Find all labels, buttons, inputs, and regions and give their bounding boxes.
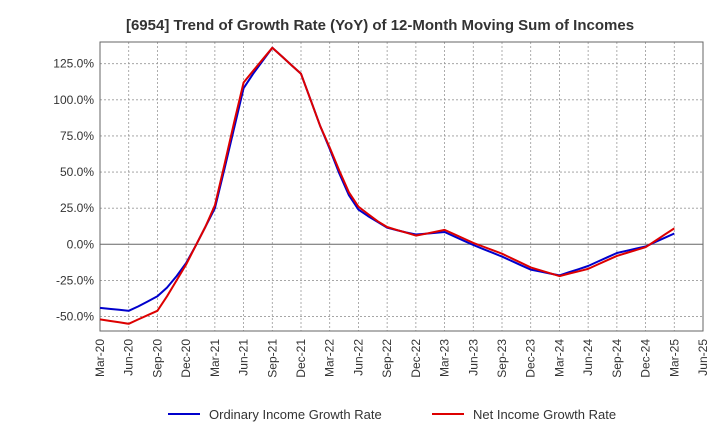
y-tick-label: 50.0% [60,165,94,179]
series-layer [99,46,675,325]
x-tick-label: Jun-22 [351,339,365,376]
series-line-net-income [99,46,675,325]
x-tick-label: Sep-24 [610,339,624,378]
y-tick-label: 25.0% [60,201,94,215]
x-tick-label: Dec-23 [524,339,538,378]
x-tick-label: Mar-21 [208,339,222,377]
x-tick-label: Jun-25 [696,339,710,376]
x-tick-label: Dec-20 [179,339,193,378]
axis-layer: Mar-20 Jun-20 Sep-20 Dec-20 Mar-21 Jun-21 Sep-… [53,41,710,378]
legend: Ordinary Income Growth Rate Net Income Gr… [168,407,616,422]
x-tick-label: Jun-20 [122,339,136,376]
x-tick-label: Dec-24 [639,339,653,378]
y-tick-label: 0.0% [67,237,95,251]
chart-title: [6954] Trend of Growth Rate (YoY) of 12-… [126,17,634,34]
x-tick-label: Dec-21 [294,339,308,378]
y-tick-label: 75.0% [60,129,94,143]
x-tick-label: Mar-23 [438,339,452,377]
y-tick-label: 125.0% [53,57,94,71]
y-tick-label: -25.0% [56,273,94,287]
legend-label: Net Income Growth Rate [473,407,616,422]
x-tick-label: Mar-24 [552,339,566,377]
x-tick-label: Jun-21 [237,339,251,376]
y-tick-label: -50.0% [56,310,94,324]
x-tick-label: Mar-20 [93,339,107,377]
grid-layer [99,42,704,331]
x-tick-label: Dec-22 [409,339,423,378]
x-tick-label: Mar-22 [323,339,337,377]
x-tick-label: Jun-24 [581,339,595,376]
x-tick-label: Sep-23 [495,339,509,378]
x-tick-label: Mar-25 [667,339,681,377]
legend-label: Ordinary Income Growth Rate [209,407,382,422]
x-tick-label: Sep-20 [150,339,164,378]
x-tick-label: Sep-22 [380,339,394,378]
plot-frame [99,41,704,332]
x-tick-label: Sep-21 [265,339,279,378]
x-tick-label: Jun-23 [466,339,480,376]
y-tick-label: 100.0% [53,93,94,107]
